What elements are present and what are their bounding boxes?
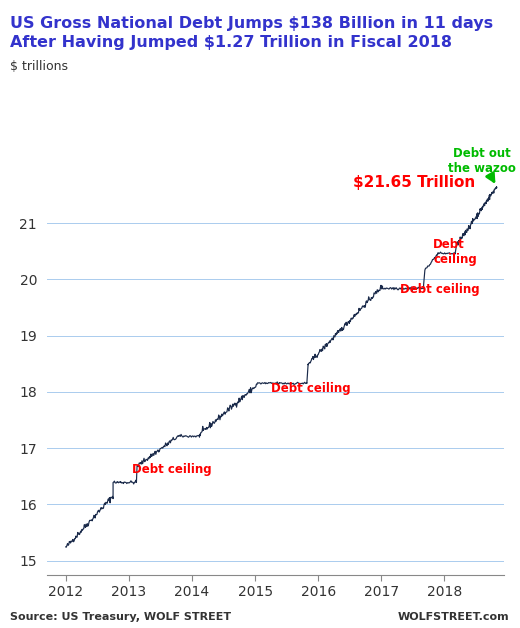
Text: Debt ceiling: Debt ceiling — [400, 283, 480, 296]
Text: $ trillions: $ trillions — [10, 60, 69, 73]
Text: Debt out
the wazoo: Debt out the wazoo — [448, 147, 516, 181]
Text: $21.65 Trillion: $21.65 Trillion — [353, 175, 475, 190]
Text: US Gross National Debt Jumps $138 Billion in 11 days: US Gross National Debt Jumps $138 Billio… — [10, 16, 493, 31]
Text: Debt
ceiling: Debt ceiling — [433, 238, 477, 266]
Text: WOLFSTREET.com: WOLFSTREET.com — [398, 612, 510, 622]
Text: Debt ceiling: Debt ceiling — [271, 382, 350, 396]
Text: Debt ceiling: Debt ceiling — [132, 463, 212, 476]
Text: After Having Jumped $1.27 Trillion in Fiscal 2018: After Having Jumped $1.27 Trillion in Fi… — [10, 35, 452, 50]
Text: Source: US Treasury, WOLF STREET: Source: US Treasury, WOLF STREET — [10, 612, 231, 622]
